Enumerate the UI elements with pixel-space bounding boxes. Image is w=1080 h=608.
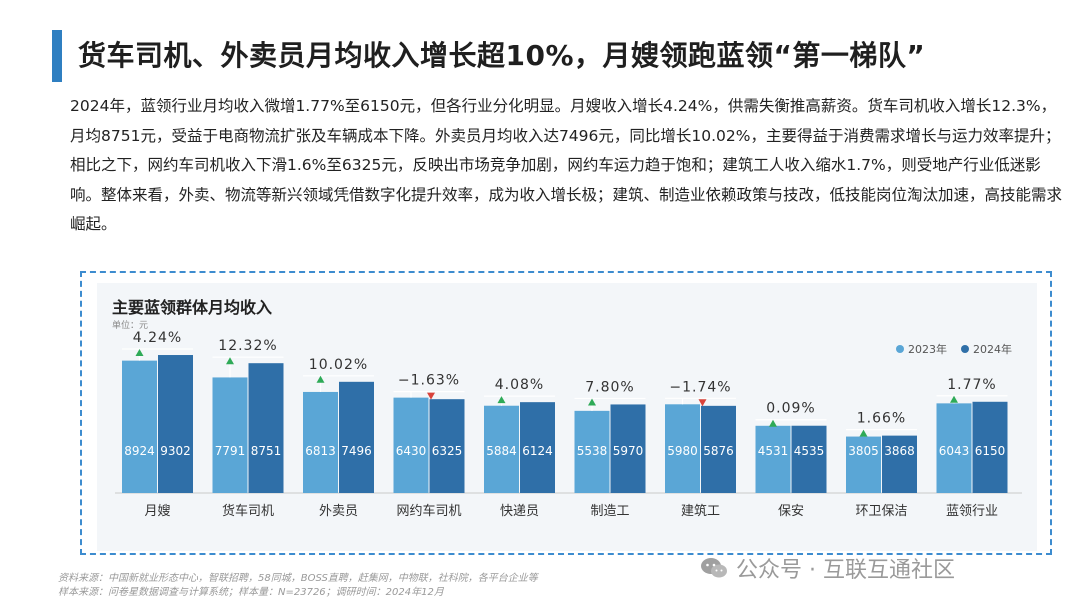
legend-swatch-2024: [961, 345, 969, 353]
growth-up-marker: [226, 357, 234, 365]
bar-2023: [574, 410, 610, 493]
bar-value-2023: 5538: [577, 444, 608, 458]
bar-value-2023: 6043: [939, 444, 970, 458]
wechat-icon: [701, 558, 727, 578]
growth-down-marker: [698, 399, 707, 407]
category-label: 蓝领行业: [946, 504, 998, 519]
bar-2024: [158, 355, 193, 493]
bar-2024: [701, 405, 736, 493]
growth-up-marker: [316, 375, 325, 383]
category-label: 制造工: [590, 504, 629, 519]
category-label: 建筑工: [681, 503, 720, 519]
bar-value-2023: 4531: [758, 444, 789, 458]
chart-frame: [80, 271, 1052, 555]
category-label: 网约车司机: [396, 503, 461, 519]
bar-2024: [972, 401, 1008, 493]
page-title: 货车司机、外卖员月均收入增长超10%，月嫂领跑蓝领“第一梯队”: [78, 39, 926, 72]
category-label: 快递员: [500, 504, 539, 519]
bar-value-2024: 5970: [613, 444, 644, 458]
bar-2023: [303, 391, 338, 493]
bar-value-2024: 7496: [341, 444, 372, 458]
growth-label: −1.63%: [398, 373, 460, 389]
legend-swatch-2023: [896, 345, 904, 353]
legend-item-2024: 2024年: [961, 341, 1012, 357]
bar-2023: [212, 377, 248, 493]
chart-title: 主要蓝领群体月均收入: [112, 298, 273, 317]
category-label: 保安: [778, 504, 804, 519]
growth-label: 4.08%: [495, 377, 544, 393]
legend-label-2024: 2024年: [973, 343, 1012, 356]
bar-value-2023: 8924: [124, 444, 155, 458]
bar-value-2024: 9302: [160, 444, 191, 458]
title-accent-bar: [52, 30, 62, 82]
bar-2023: [484, 405, 519, 493]
bar-value-2023: 3805: [848, 444, 879, 458]
bar-2023: [665, 404, 700, 493]
bar-2023: [936, 403, 972, 493]
legend-item-2023: 2023年: [896, 341, 947, 357]
bar-2023: [755, 425, 791, 493]
category-label: 货车司机: [222, 503, 274, 519]
bar-2024: [882, 435, 917, 493]
bar-2024: [429, 399, 465, 493]
bar-value-2023: 6813: [305, 444, 336, 458]
chart-unit: 单位：元: [112, 321, 149, 331]
category-label: 环卫保洁: [855, 504, 907, 519]
sample-note: 样本来源：问卷星数据调查与计算系统；样本量：N=23726；调研时间：2024年…: [58, 587, 444, 598]
growth-up-marker: [950, 395, 958, 403]
bar-2024: [791, 425, 827, 493]
legend-label-2023: 2023年: [908, 343, 947, 356]
bar-value-2024: 5876: [703, 444, 734, 458]
growth-up-marker: [769, 419, 777, 427]
growth-up-marker: [497, 396, 506, 404]
bar-value-2024: 3868: [884, 444, 915, 458]
category-label: 月嫂: [144, 504, 170, 519]
growth-label: 4.24%: [133, 330, 182, 346]
growth-label: −1.74%: [669, 379, 731, 395]
growth-label: 10.02%: [309, 357, 368, 373]
chart-legend: 2023年 2024年: [896, 341, 1012, 357]
bar-value-2024: 6325: [432, 444, 463, 458]
bar-2024: [520, 402, 555, 493]
growth-up-marker: [859, 429, 868, 437]
bar-2024: [339, 381, 374, 493]
bar-value-2024: 8751: [251, 444, 282, 458]
bar-chart: 8924 9302 4.24% 月嫂 7791 8751 12.32% 货车司机 6813 749…: [115, 330, 1022, 519]
bar-2024: [248, 363, 284, 493]
bar-value-2023: 5884: [486, 444, 517, 458]
growth-down-marker: [427, 392, 435, 400]
bar-2023: [122, 360, 157, 493]
bar-value-2023: 5980: [667, 444, 698, 458]
category-label: 外卖员: [319, 504, 358, 519]
bar-2023: [846, 436, 881, 493]
growth-label: 7.80%: [585, 379, 634, 395]
bar-value-2023: 7791: [215, 444, 246, 458]
source-note: 资料来源：中国新就业形态中心，智联招聘，58同城，BOSS直聘，赶集网，中物联，…: [58, 573, 538, 584]
growth-label: 1.77%: [947, 377, 996, 393]
bar-value-2023: 6430: [396, 444, 427, 458]
growth-up-marker: [588, 398, 596, 406]
bar-2024: [610, 404, 646, 493]
summary-paragraph: 2024年，蓝领行业月均收入微增1.77%至6150元，但各行业分化明显。月嫂收…: [70, 97, 1063, 233]
growth-label: 12.32%: [218, 338, 277, 354]
bar-value-2024: 6150: [975, 444, 1006, 458]
watermark: 公众号 · 互联互通社区: [700, 552, 955, 584]
watermark-text: 公众号 · 互联互通社区: [736, 558, 955, 583]
bar-2023: [393, 397, 429, 493]
bar-value-2024: 6124: [522, 444, 553, 458]
growth-up-marker: [135, 349, 144, 357]
growth-label: 0.09%: [766, 401, 815, 417]
growth-label: 1.66%: [857, 411, 906, 427]
bar-value-2024: 4535: [794, 444, 825, 458]
